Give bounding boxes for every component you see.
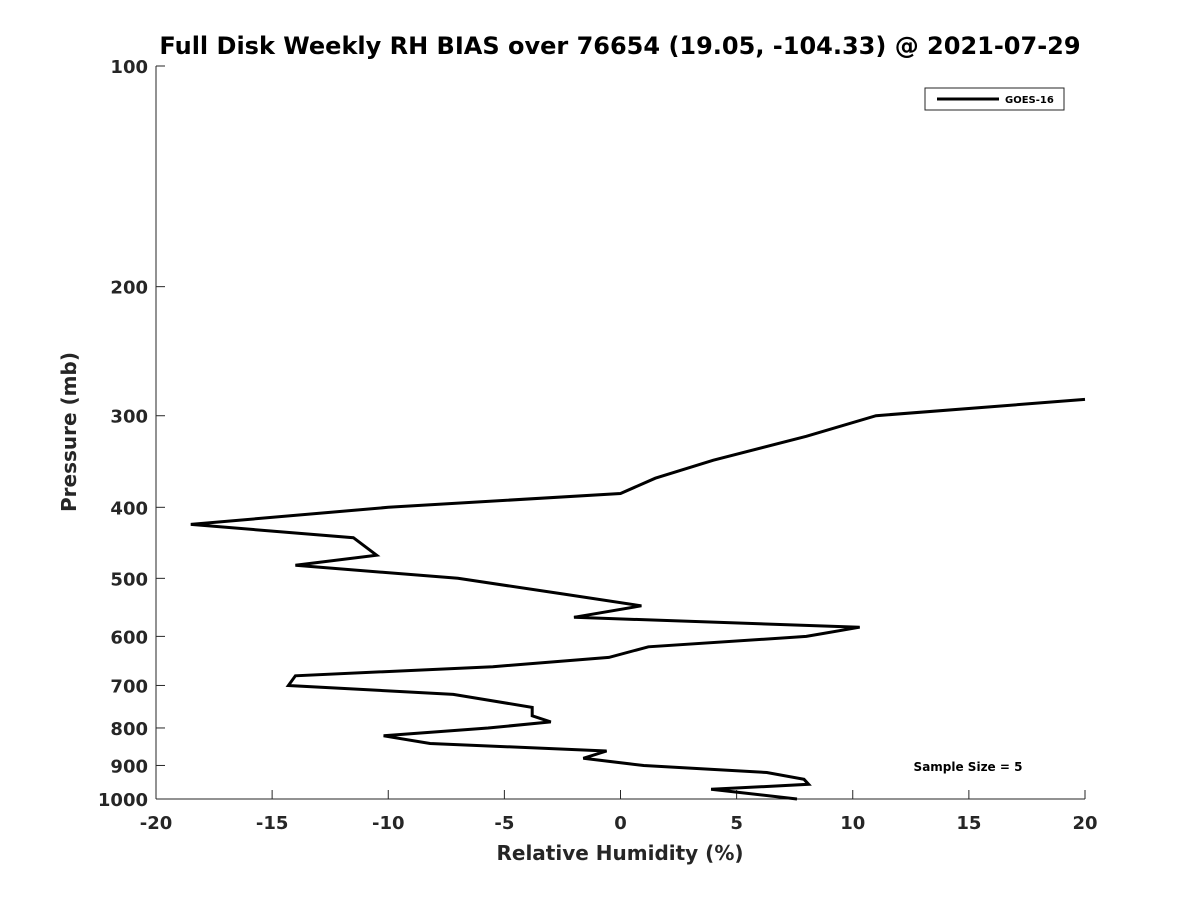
legend-label-goes-16: GOES-16: [1005, 95, 1054, 106]
chart-title: Full Disk Weekly RH BIAS over 76654 (19.…: [159, 32, 1080, 60]
x-tick-label: -10: [372, 813, 405, 834]
plot-area: [156, 66, 1085, 799]
y-tick-label: 100: [110, 57, 148, 78]
x-tick-label: 0: [614, 813, 627, 834]
y-tick-label: 500: [110, 569, 148, 590]
sample-size-annotation: Sample Size = 5: [914, 760, 1023, 774]
y-tick-label: 400: [110, 498, 148, 519]
x-tick-label: -5: [494, 813, 514, 834]
legend: GOES-16: [924, 87, 1065, 111]
x-axis-label: Relative Humidity (%): [496, 841, 743, 865]
y-tick-label: 200: [110, 278, 148, 299]
x-axis-ticks: -20 -15 -10 -5 0 5 10 15 20: [140, 790, 1098, 834]
y-axis-label: Pressure (mb): [57, 352, 81, 512]
x-tick-label: 5: [730, 813, 743, 834]
x-tick-label: 15: [956, 813, 981, 834]
x-tick-label: 20: [1072, 813, 1097, 834]
y-tick-label: 600: [110, 627, 148, 648]
x-tick-label: -20: [140, 813, 173, 834]
y-axis-ticks: 100 200 300 400 500 600 700 800 900 1000: [98, 57, 165, 811]
x-tick-label: 10: [840, 813, 865, 834]
y-tick-label: 900: [110, 756, 148, 777]
series-line-goes-16: [190, 397, 1086, 801]
series-layer: [190, 397, 1086, 801]
y-tick-label: 300: [110, 407, 148, 428]
y-tick-label: 1000: [98, 790, 148, 811]
x-tick-label: -15: [256, 813, 289, 834]
y-tick-label: 800: [110, 719, 148, 740]
y-tick-label: 700: [110, 676, 148, 697]
